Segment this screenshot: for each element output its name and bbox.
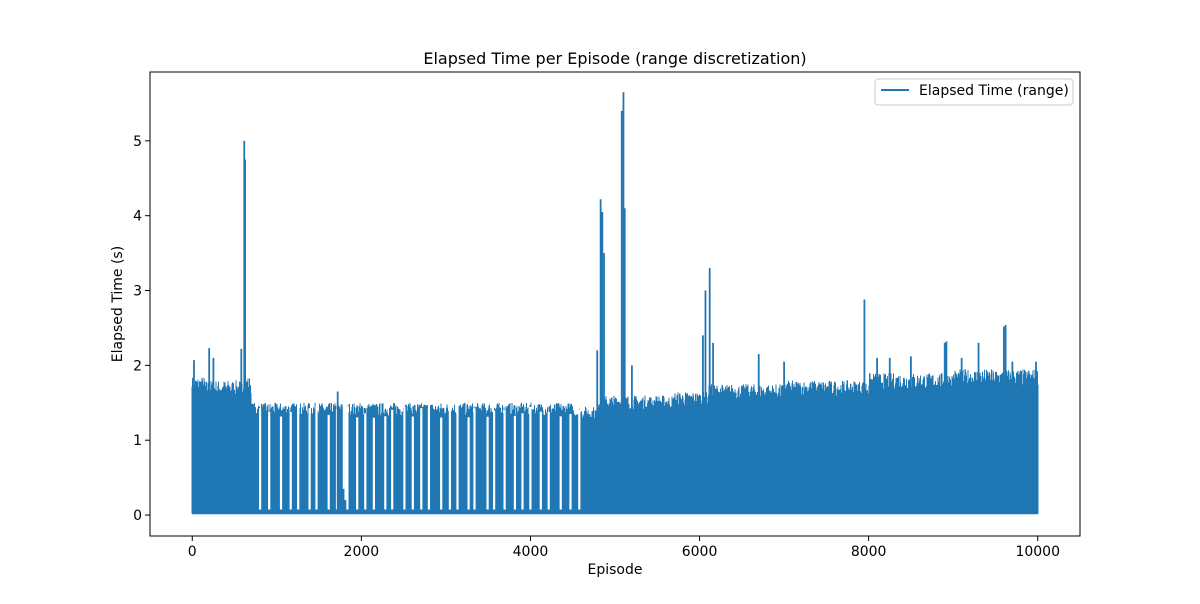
x-tick-label: 0	[188, 544, 197, 560]
plot-frame	[149, 71, 1081, 537]
x-tick-label: 8000	[851, 544, 887, 560]
series-layer	[191, 92, 1039, 515]
x-tick-label: 6000	[682, 544, 718, 560]
legend: Elapsed Time (range)	[874, 78, 1074, 106]
y-tick-label: 3	[133, 284, 142, 300]
y-tick-label: 5	[133, 134, 142, 150]
y-tick-label: 4	[133, 209, 142, 225]
x-axis-label: Episode	[588, 562, 643, 578]
y-tick-label: 2	[133, 358, 142, 374]
x-tick-label: 4000	[513, 544, 549, 560]
x-tick-label: 2000	[344, 544, 380, 560]
series-gaps	[259, 406, 581, 510]
series-dip	[342, 387, 345, 489]
legend-box	[874, 78, 1074, 106]
x-axis-ticks: 0 2000 4000 6000 8000 10000	[188, 536, 1060, 560]
series-dip	[344, 387, 348, 501]
x-tick-label: 10000	[1015, 544, 1060, 560]
y-tick-label: 0	[133, 508, 142, 524]
chart-title: Elapsed Time per Episode (range discreti…	[423, 49, 806, 68]
y-axis-label: Elapsed Time (s)	[110, 246, 126, 362]
y-tick-label: 1	[133, 433, 142, 449]
legend-label: Elapsed Time (range)	[919, 83, 1069, 99]
y-axis-ticks: 0 1 2 3 4 5	[133, 134, 150, 524]
